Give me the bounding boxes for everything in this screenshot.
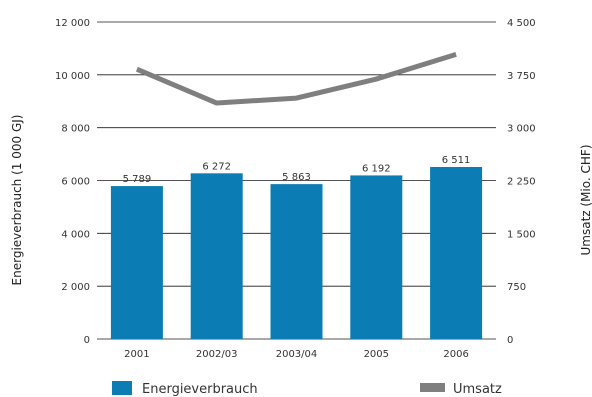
left-tick-label-5: 10 000 (55, 71, 90, 82)
line-series-umsatz (135, 52, 457, 106)
x-tick-label-2: 2003/04 (276, 349, 318, 360)
left-tick-label-2: 4 000 (61, 229, 90, 240)
left-tick-label-0: 0 (84, 335, 90, 346)
legend-label-umsatz: Umsatz (453, 382, 502, 397)
bar-2005 (350, 175, 403, 339)
right-tick-label-3: 2 250 (507, 177, 536, 188)
line-umsatz (135, 52, 457, 106)
left-axis-title: Energieverbrauch (1 000 GJ) (10, 115, 24, 286)
bar-value-label-0: 5 789 (123, 174, 152, 185)
left-axis-ticks: 0 2 000 4 000 6 000 8 000 10 000 12 000 (55, 18, 90, 346)
left-tick-label-3: 6 000 (61, 177, 90, 188)
legend-swatch-umsatz (420, 383, 445, 392)
right-tick-label-4: 3 000 (507, 124, 536, 135)
x-tick-label-1: 2002/03 (196, 349, 238, 360)
x-tick-label-0: 2001 (124, 349, 149, 360)
left-tick-label-4: 8 000 (61, 124, 90, 135)
right-tick-label-2: 1 500 (507, 229, 536, 240)
x-tick-label-4: 2006 (443, 349, 468, 360)
bar-value-label-1: 6 272 (202, 161, 231, 172)
bar-2006 (430, 167, 483, 339)
bar-2003/04 (270, 184, 323, 339)
legend-swatch-energieverbrauch (112, 381, 132, 395)
legend-label-energieverbrauch: Energieverbrauch (142, 382, 258, 397)
right-axis-ticks: 0 750 1 500 2 250 3 000 3 750 4 500 (507, 18, 536, 346)
x-tick-label-3: 2005 (364, 349, 389, 360)
bar-value-labels: 5 789 6 272 5 863 6 192 6 511 (123, 155, 471, 185)
bar-series-energieverbrauch (110, 167, 483, 339)
bar-value-label-3: 6 192 (362, 163, 391, 174)
right-tick-label-6: 4 500 (507, 18, 536, 29)
right-tick-label-0: 0 (507, 335, 513, 346)
bar-2002/03 (190, 173, 243, 339)
bar-value-label-2: 5 863 (282, 172, 311, 183)
bar-value-label-4: 6 511 (442, 155, 471, 166)
left-tick-label-6: 12 000 (55, 18, 90, 29)
right-tick-label-1: 750 (507, 282, 526, 293)
right-axis-title: Umsatz (Mio. CHF) (579, 144, 592, 255)
bar-2001 (110, 186, 163, 339)
right-tick-label-5: 3 750 (507, 71, 536, 82)
x-axis-ticks: 2001 2002/03 2003/04 2005 2006 (124, 349, 469, 360)
left-tick-label-1: 2 000 (61, 282, 90, 293)
legend: Energieverbrauch Umsatz (112, 381, 502, 397)
